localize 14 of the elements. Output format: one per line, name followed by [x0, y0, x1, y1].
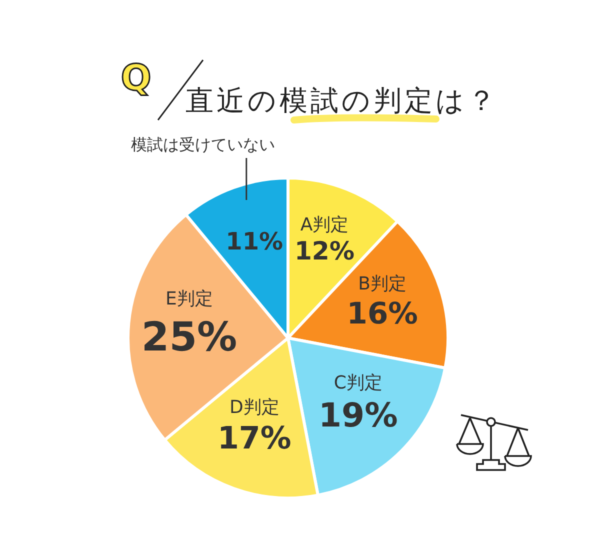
- data-label: 25%: [141, 314, 238, 361]
- data-label: 19%: [318, 395, 398, 434]
- slice-label: 模試は受けていない: [131, 135, 275, 154]
- data-label: 12%: [294, 236, 355, 266]
- slice-label: E判定: [166, 288, 213, 310]
- slice-label: A判定: [300, 214, 349, 236]
- slice-label: D判定: [229, 396, 280, 418]
- data-label: 16%: [346, 296, 418, 332]
- slice-label: C判定: [334, 372, 382, 394]
- slice-label: B判定: [358, 274, 407, 295]
- data-label: 11%: [226, 227, 284, 256]
- data-label: 17%: [217, 420, 292, 456]
- text: Q: [120, 58, 152, 99]
- chart-title: 直近の模試の判定は？: [186, 84, 498, 117]
